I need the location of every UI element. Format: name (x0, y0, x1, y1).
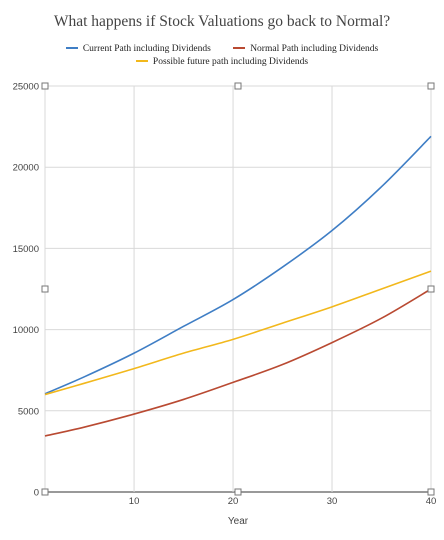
x-axis-label: Year (228, 516, 249, 527)
legend-label-possible-future-path: Possible future path including Dividends (152, 57, 309, 67)
selection-handles (41, 82, 435, 496)
resize-handle[interactable] (41, 82, 49, 90)
resize-handle[interactable] (427, 488, 435, 496)
series-line-1[interactable] (44, 288, 432, 437)
chart-ticks: 0 5000 10000 15000 20000 25000 10 20 30 40 (13, 82, 437, 508)
y-tick-label: 20000 (13, 163, 39, 174)
x-tick-label: 10 (129, 496, 140, 507)
series-line-2[interactable] (44, 270, 432, 396)
y-tick-label: 25000 (13, 82, 39, 93)
legend-label-current-path: Current Path including Dividends (82, 44, 211, 54)
resize-handle[interactable] (427, 82, 435, 90)
legend-swatch-normal-path (233, 46, 246, 49)
legend-item-normal-path[interactable]: Normal Path including Dividends (233, 44, 378, 54)
resize-handle[interactable] (234, 488, 242, 496)
y-tick-label: 0 (34, 488, 39, 499)
legend-label-normal-path: Normal Path including Dividends (250, 44, 379, 54)
legend-item-current-path[interactable]: Current Path including Dividends (65, 44, 211, 54)
chart-grid (44, 85, 432, 493)
x-tick-label: 40 (426, 496, 437, 507)
y-tick-label: 15000 (13, 244, 39, 255)
legend-row-2: Possible future path including Dividends (0, 57, 444, 67)
resize-handle[interactable] (234, 82, 242, 90)
series-line-0[interactable] (44, 135, 432, 395)
resize-handle[interactable] (41, 285, 49, 293)
legend-swatch-current-path (65, 46, 78, 49)
chart-series (44, 135, 432, 437)
legend-item-possible-future-path[interactable]: Possible future path including Dividends (135, 57, 309, 67)
legend-row-1: Current Path including Dividends Normal … (0, 44, 444, 54)
legend-swatch-possible-future-path (135, 59, 148, 62)
resize-handle[interactable] (427, 285, 435, 293)
y-tick-label: 10000 (13, 325, 39, 336)
resize-handle[interactable] (41, 488, 49, 496)
x-tick-label: 20 (228, 496, 239, 507)
chart-title: What happens if Stock Valuations go back… (53, 13, 391, 30)
x-tick-label: 30 (327, 496, 338, 507)
y-tick-label: 5000 (18, 406, 39, 417)
